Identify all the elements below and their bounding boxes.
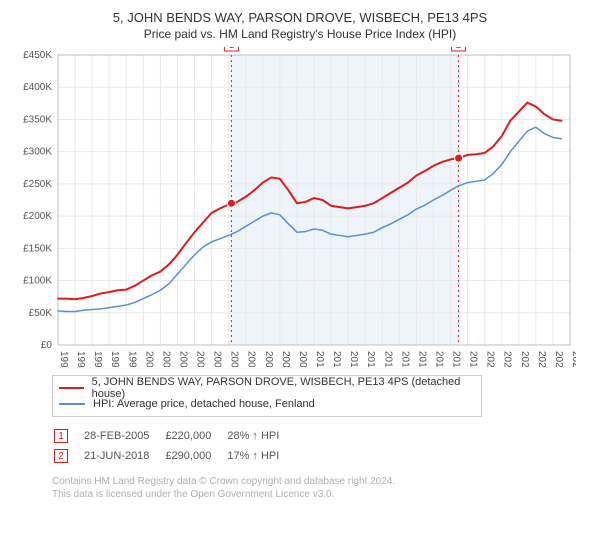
svg-text:1: 1: [229, 47, 235, 51]
legend-label-hpi: HPI: Average price, detached house, Fenl…: [93, 398, 315, 410]
svg-text:2002: 2002: [177, 351, 188, 367]
svg-text:£50K: £50K: [29, 308, 53, 319]
marker-date-2: 21-JUN-2018: [84, 447, 163, 465]
marker-price-1: £220,000: [165, 427, 225, 445]
title-line-2: Price paid vs. HM Land Registry's House …: [12, 27, 588, 41]
svg-text:2006: 2006: [246, 351, 257, 367]
svg-text:2008: 2008: [280, 351, 291, 367]
svg-text:2019: 2019: [468, 351, 479, 367]
titles: 5, JOHN BENDS WAY, PARSON DROVE, WISBECH…: [12, 10, 588, 41]
legend-swatch-subject: [59, 387, 84, 389]
svg-text:2020: 2020: [485, 351, 496, 367]
svg-text:2000: 2000: [143, 351, 154, 367]
marker-box-1: 1: [54, 429, 68, 443]
svg-text:2016: 2016: [416, 351, 427, 367]
svg-text:2001: 2001: [160, 351, 171, 367]
svg-text:2010: 2010: [314, 351, 325, 367]
svg-text:1997: 1997: [92, 351, 103, 367]
svg-text:1995: 1995: [58, 351, 69, 367]
marker-table: 1 28-FEB-2005 £220,000 28% ↑ HPI 2 21-JU…: [52, 425, 295, 467]
svg-text:£350K: £350K: [23, 114, 52, 125]
svg-text:2022: 2022: [519, 351, 530, 367]
svg-text:2007: 2007: [263, 351, 274, 367]
svg-text:2005: 2005: [229, 351, 240, 367]
chart-container: 5, JOHN BENDS WAY, PARSON DROVE, WISBECH…: [0, 0, 600, 560]
marker-delta-1: 28% ↑ HPI: [227, 427, 293, 445]
svg-text:2009: 2009: [297, 351, 308, 367]
svg-text:£200K: £200K: [23, 211, 52, 222]
svg-text:2023: 2023: [536, 351, 547, 367]
marker-date-1: 28-FEB-2005: [84, 427, 163, 445]
svg-text:2025: 2025: [570, 351, 576, 367]
svg-text:1996: 1996: [75, 351, 86, 367]
svg-text:2017: 2017: [433, 351, 444, 367]
legend-swatch-hpi: [59, 403, 85, 405]
svg-text:2013: 2013: [365, 351, 376, 367]
footer-line-2: This data is licensed under the Open Gov…: [52, 488, 588, 501]
svg-text:£300K: £300K: [23, 147, 52, 158]
legend: 5, JOHN BENDS WAY, PARSON DROVE, WISBECH…: [52, 375, 482, 417]
svg-text:2024: 2024: [553, 351, 564, 367]
legend-label-subject: 5, JOHN BENDS WAY, PARSON DROVE, WISBECH…: [92, 376, 475, 400]
svg-text:2014: 2014: [382, 351, 393, 367]
marker-row-1: 1 28-FEB-2005 £220,000 28% ↑ HPI: [54, 427, 293, 445]
marker-price-2: £290,000: [165, 447, 225, 465]
svg-text:2018: 2018: [451, 351, 462, 367]
svg-text:1999: 1999: [126, 351, 137, 367]
marker-box-2: 2: [54, 449, 68, 463]
svg-text:2004: 2004: [212, 351, 223, 367]
svg-text:2015: 2015: [399, 351, 410, 367]
marker-row-2: 2 21-JUN-2018 £290,000 17% ↑ HPI: [54, 447, 293, 465]
svg-text:2021: 2021: [502, 351, 513, 367]
legend-item-subject: 5, JOHN BENDS WAY, PARSON DROVE, WISBECH…: [59, 380, 475, 396]
svg-text:£400K: £400K: [23, 82, 52, 93]
svg-text:2003: 2003: [195, 351, 206, 367]
svg-text:2012: 2012: [348, 351, 359, 367]
title-line-1: 5, JOHN BENDS WAY, PARSON DROVE, WISBECH…: [12, 10, 588, 25]
svg-text:2: 2: [456, 47, 462, 51]
footer: Contains HM Land Registry data © Crown c…: [52, 475, 588, 501]
marker-delta-2: 17% ↑ HPI: [227, 447, 293, 465]
price-chart: £0 £50K £100K £150K £200K £250K £300K £350K £400…: [12, 47, 576, 367]
svg-text:2011: 2011: [331, 351, 342, 367]
svg-text:£150K: £150K: [23, 243, 52, 254]
svg-text:£0: £0: [41, 340, 53, 351]
svg-text:£250K: £250K: [23, 179, 52, 190]
svg-text:£100K: £100K: [23, 276, 52, 287]
svg-text:£450K: £450K: [23, 50, 52, 61]
footer-line-1: Contains HM Land Registry data © Crown c…: [52, 475, 588, 488]
svg-text:1998: 1998: [109, 351, 120, 367]
